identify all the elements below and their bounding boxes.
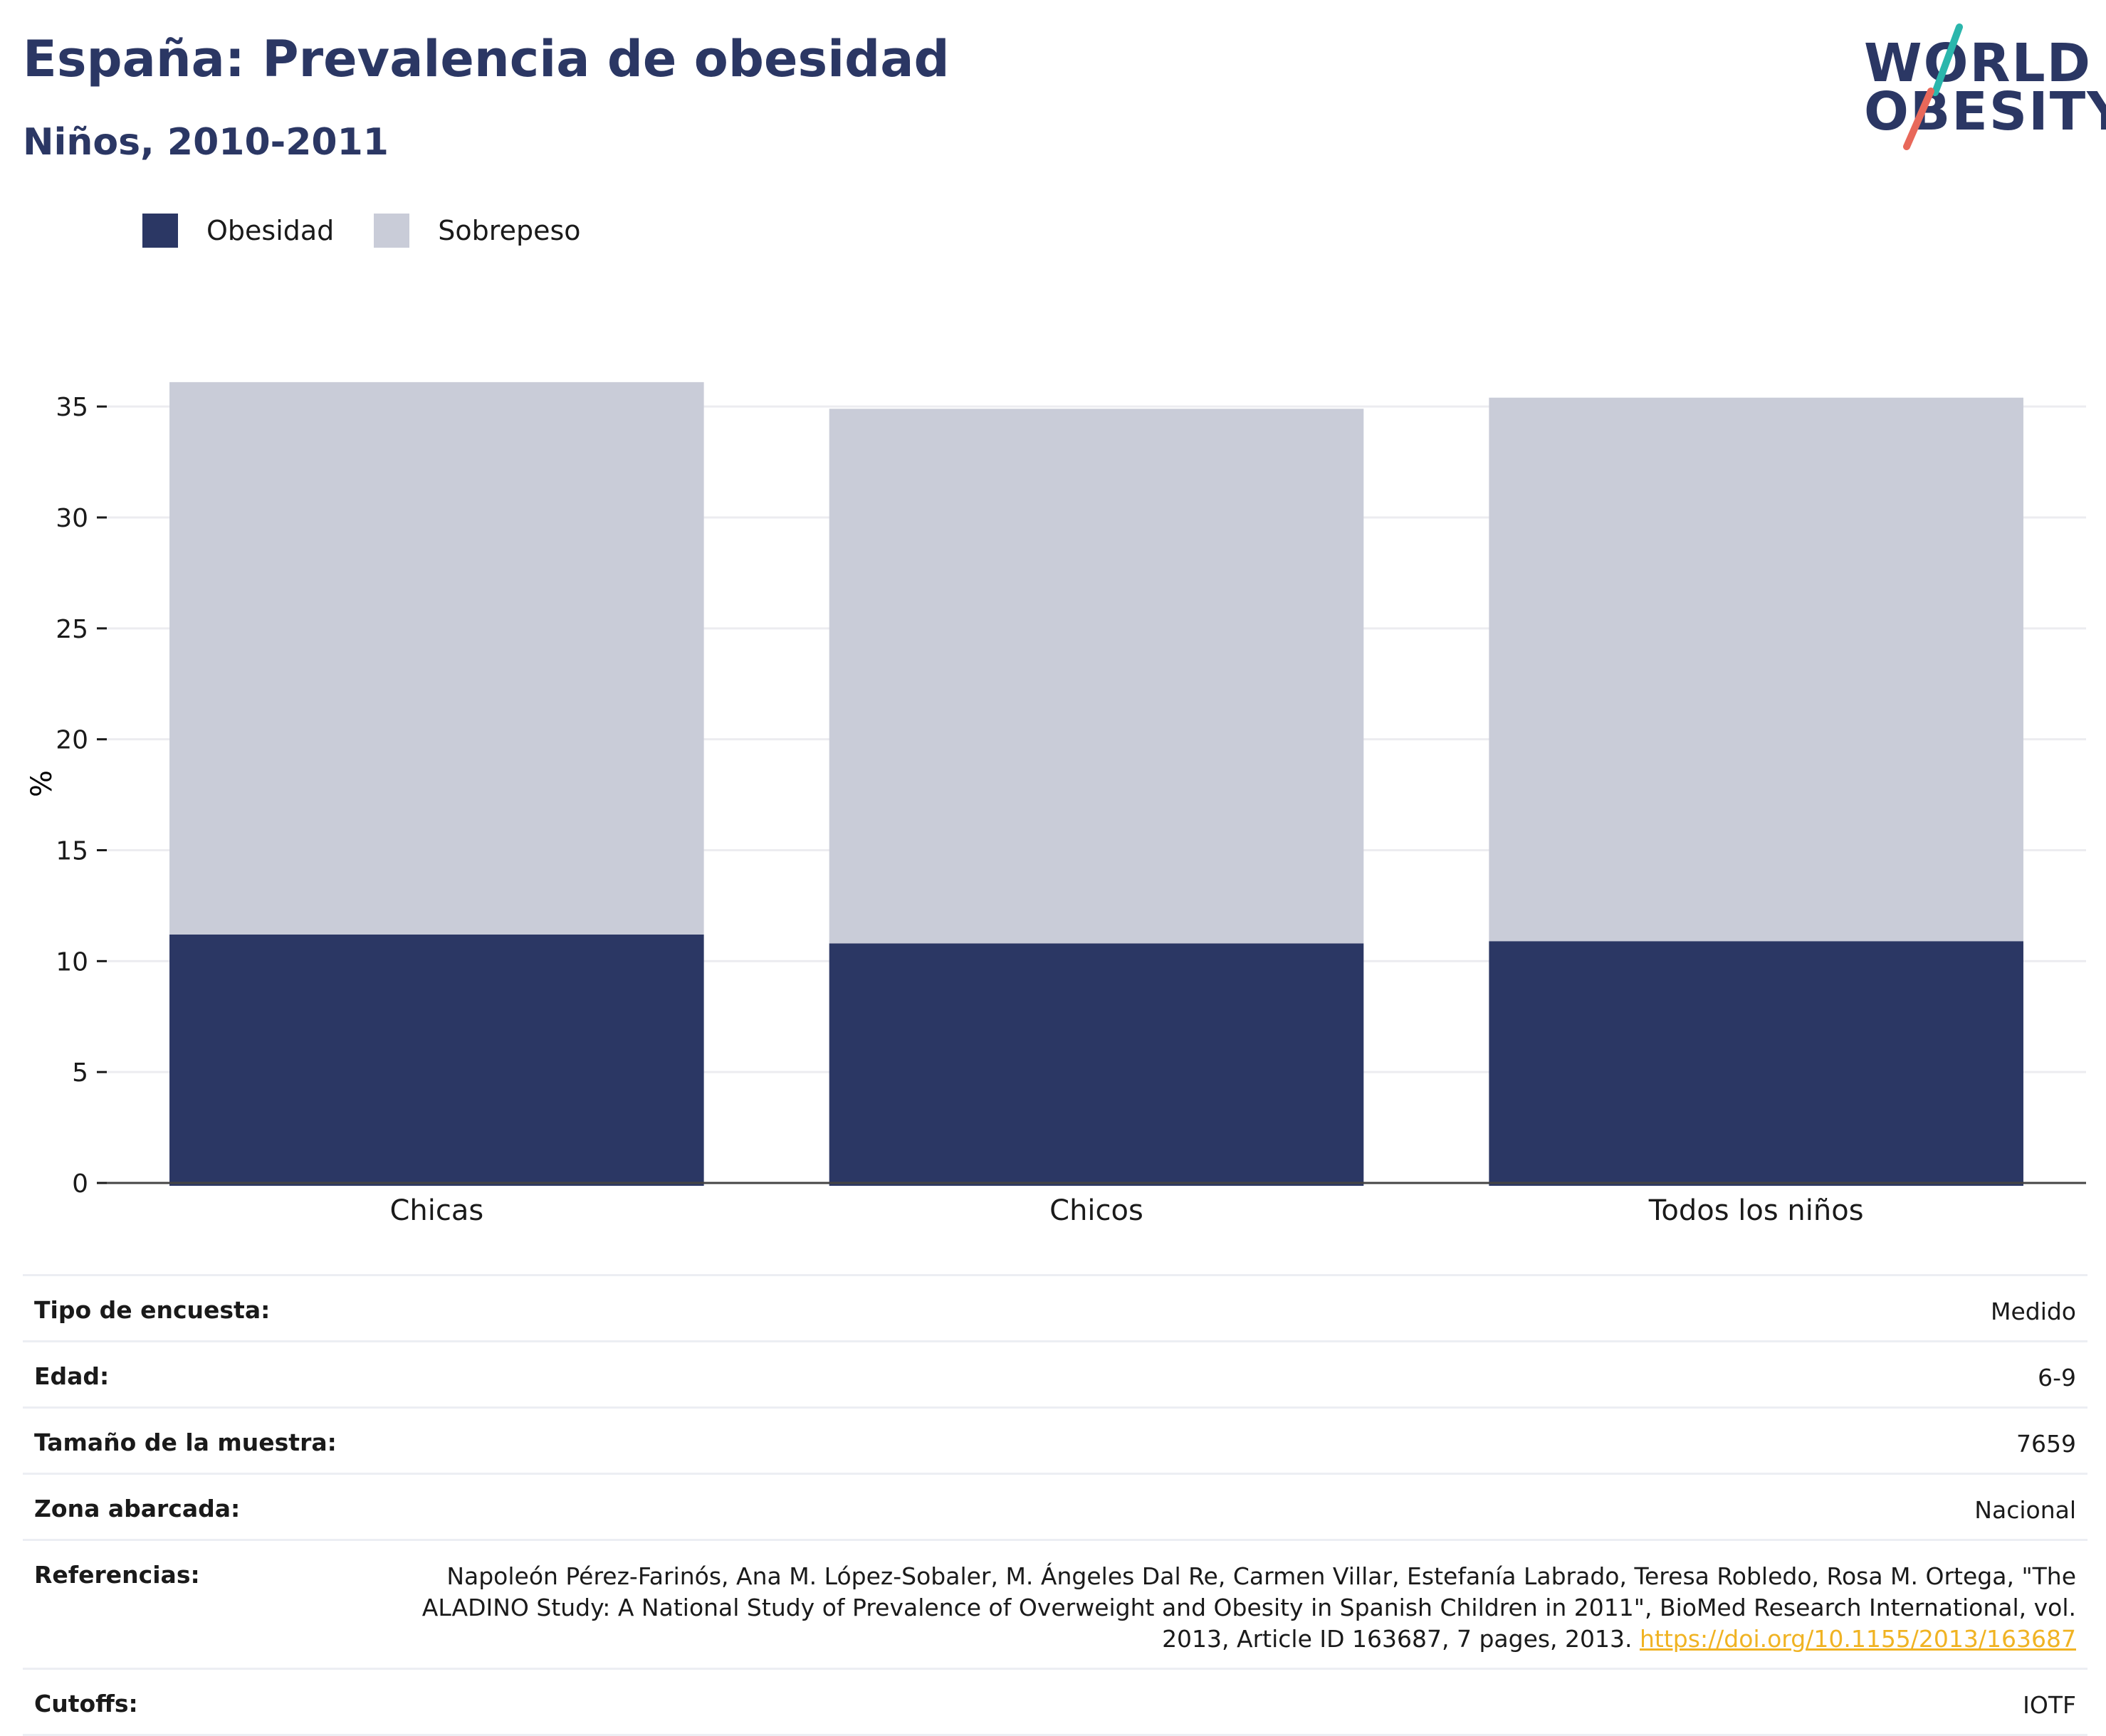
legend-swatch-obesidad (142, 214, 178, 248)
meta-value: 6-9 (2038, 1364, 2076, 1392)
y-tick-label: 5 (72, 1058, 88, 1088)
meta-row-sample-size: Tamaño de la muestra: 7659 (23, 1406, 2087, 1473)
reference-text: Napoleón Pérez-Farinós, Ana M. López-Sob… (421, 1562, 2076, 1653)
meta-key: Zona abarcada: (34, 1495, 241, 1522)
meta-key: Referencias: (34, 1561, 200, 1589)
bar-obesidad-0 (169, 934, 704, 1186)
bar-obesidad-1 (829, 943, 1364, 1186)
y-tick-label: 15 (56, 837, 88, 866)
y-tick-label: 0 (72, 1169, 88, 1199)
meta-row-cutoffs: Cutoffs: IOTF (23, 1668, 2087, 1736)
meta-row-age: Edad: 6-9 (23, 1340, 2087, 1406)
meta-key: Tamaño de la muestra: (34, 1429, 337, 1456)
world-obesity-logo: WORLD OBESITY (1851, 21, 2106, 157)
y-axis-ticks: 0 5 10 15 20 25 30 35 (56, 393, 107, 1199)
legend-swatch-sobrepeso (374, 214, 410, 248)
meta-key: Edad: (34, 1362, 110, 1390)
bar-sobrepeso-2 (1489, 397, 2023, 942)
survey-metadata-table: Tipo de encuesta: Medido Edad: 6-9 Tamañ… (23, 1274, 2087, 1736)
y-tick-label: 35 (56, 393, 88, 422)
x-axis-ticks: Chicas Chicos Todos los niños (389, 1194, 1863, 1227)
meta-value: IOTF (2023, 1691, 2076, 1719)
y-tick-label: 25 (56, 615, 88, 644)
meta-value: 7659 (2016, 1430, 2076, 1458)
chart-subtitle: Niños, 2010-2011 (23, 121, 389, 164)
chart-legend: Obesidad Sobrepeso (142, 214, 621, 248)
meta-value: Nacional (1974, 1496, 2076, 1524)
meta-row-coverage: Zona abarcada: Nacional (23, 1473, 2087, 1539)
stacked-bar-chart: 0 5 10 15 20 25 30 35 Chicas Chicos Todos los niñ… (26, 382, 2086, 1227)
x-tick-label: Todos los niños (1648, 1194, 1864, 1227)
logo-line-2: OBESITY (1864, 81, 2106, 142)
y-tick-label: 30 (56, 504, 88, 533)
meta-key: Tipo de encuesta: (34, 1296, 271, 1324)
x-tick-label: Chicos (1049, 1194, 1143, 1227)
chart-title: España: Prevalencia de obesidad (23, 30, 950, 88)
bar-sobrepeso-1 (829, 409, 1364, 944)
meta-row-references: Referencias: Napoleón Pérez-Farinós, Ana… (23, 1539, 2087, 1668)
y-tick-label: 20 (56, 726, 88, 755)
legend-label-obesidad: Obesidad (206, 215, 335, 246)
meta-key: Cutoffs: (34, 1690, 138, 1717)
meta-value-reference: Napoleón Pérez-Farinós, Ana M. López-Sob… (403, 1561, 2076, 1655)
y-tick-label: 10 (56, 947, 88, 977)
legend-item-sobrepeso: Sobrepeso (374, 214, 581, 248)
x-tick-label: Chicas (389, 1194, 483, 1227)
meta-row-survey-type: Tipo de encuesta: Medido (23, 1274, 2087, 1340)
logo-line-1: WORLD (1864, 33, 2092, 94)
bars (169, 382, 2023, 1186)
bar-sobrepeso-0 (169, 382, 704, 935)
logo-slash-icon (1903, 23, 1963, 150)
legend-label-sobrepeso: Sobrepeso (438, 215, 581, 246)
doi-link[interactable]: https://doi.org/10.1155/2013/163687 (1640, 1625, 2076, 1653)
meta-value: Medido (1990, 1298, 2076, 1325)
y-axis-label: % (26, 770, 58, 797)
bar-obesidad-2 (1489, 941, 2023, 1186)
legend-item-obesidad: Obesidad (142, 214, 334, 248)
